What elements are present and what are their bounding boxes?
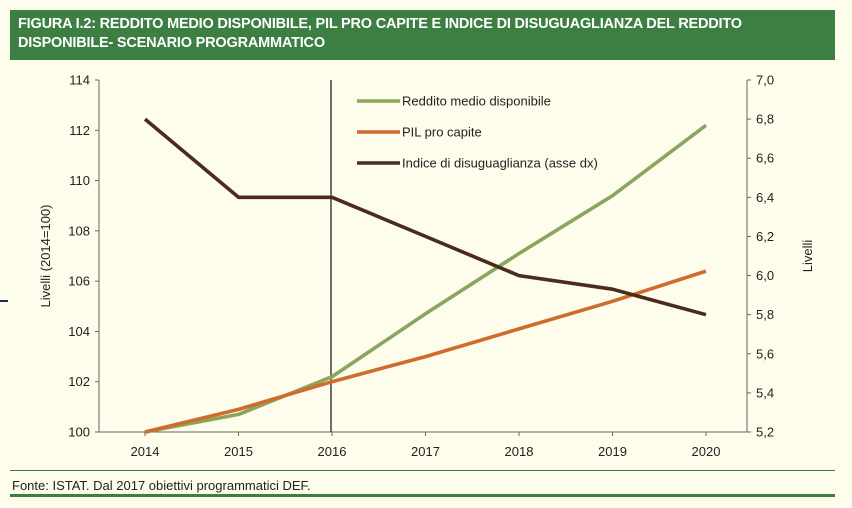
- left-axis-title: Livelli (2014=100): [38, 205, 53, 308]
- right-tick-label: 5,8: [756, 307, 774, 322]
- x-tick-label: 2014: [131, 444, 160, 459]
- right-axis-title: Livelli: [800, 240, 815, 273]
- left-tick-label: 114: [69, 73, 90, 88]
- x-tick-label: 2017: [411, 444, 440, 459]
- bottom-rule: [10, 494, 835, 497]
- x-tick-label: 2018: [505, 444, 534, 459]
- legend-label: PIL pro capite: [402, 125, 482, 140]
- source-note: Fonte: ISTAT. Dal 2017 obiettivi program…: [12, 478, 311, 493]
- series-line-reddito-medio-disponibile: [144, 123, 708, 434]
- left-tick-label: 108: [68, 223, 90, 238]
- left-tick-label: 106: [68, 274, 90, 289]
- left-tick-label: 112: [69, 123, 90, 138]
- right-tick-label: 6,2: [756, 229, 774, 244]
- left-tick-label: 100: [68, 425, 90, 440]
- right-tick-label: 6,0: [756, 268, 774, 283]
- left-tick-label: 110: [69, 173, 90, 188]
- figure-title-line-2: DISPONIBILE- SCENARIO PROGRAMMATICO: [18, 35, 325, 51]
- legend-label: Indice di disuguaglianza (asse dx): [402, 156, 598, 171]
- x-tick-label: 2015: [224, 444, 253, 459]
- right-tick-label: 5,6: [756, 346, 774, 361]
- right-tick-label: 6,4: [756, 190, 774, 205]
- right-tick-label: 5,2: [756, 425, 774, 440]
- x-tick-label: 2020: [692, 444, 721, 459]
- left-tick-label: 102: [68, 374, 90, 389]
- x-tick-label: 2019: [598, 444, 627, 459]
- source-divider: [10, 470, 835, 471]
- figure-title-line-1: FIGURA I.2: REDDITO MEDIO DISPONIBILE, P…: [18, 16, 742, 32]
- series-line-pil-pro-capite: [144, 269, 707, 434]
- margin-mark: [0, 300, 8, 302]
- right-tick-label: 6,6: [756, 151, 774, 166]
- right-tick-label: 6,8: [756, 112, 774, 127]
- series-line-indice-di-disuguaglianza-asse-dx: [143, 117, 707, 317]
- x-tick-label: 2016: [318, 444, 347, 459]
- legend-label: Reddito medio disponibile: [402, 94, 551, 109]
- figure-title: FIGURA I.2: REDDITO MEDIO DISPONIBILE, P…: [10, 10, 835, 60]
- right-tick-label: 7,0: [756, 73, 774, 88]
- left-tick-label: 104: [68, 324, 90, 339]
- right-tick-label: 5,4: [756, 385, 774, 400]
